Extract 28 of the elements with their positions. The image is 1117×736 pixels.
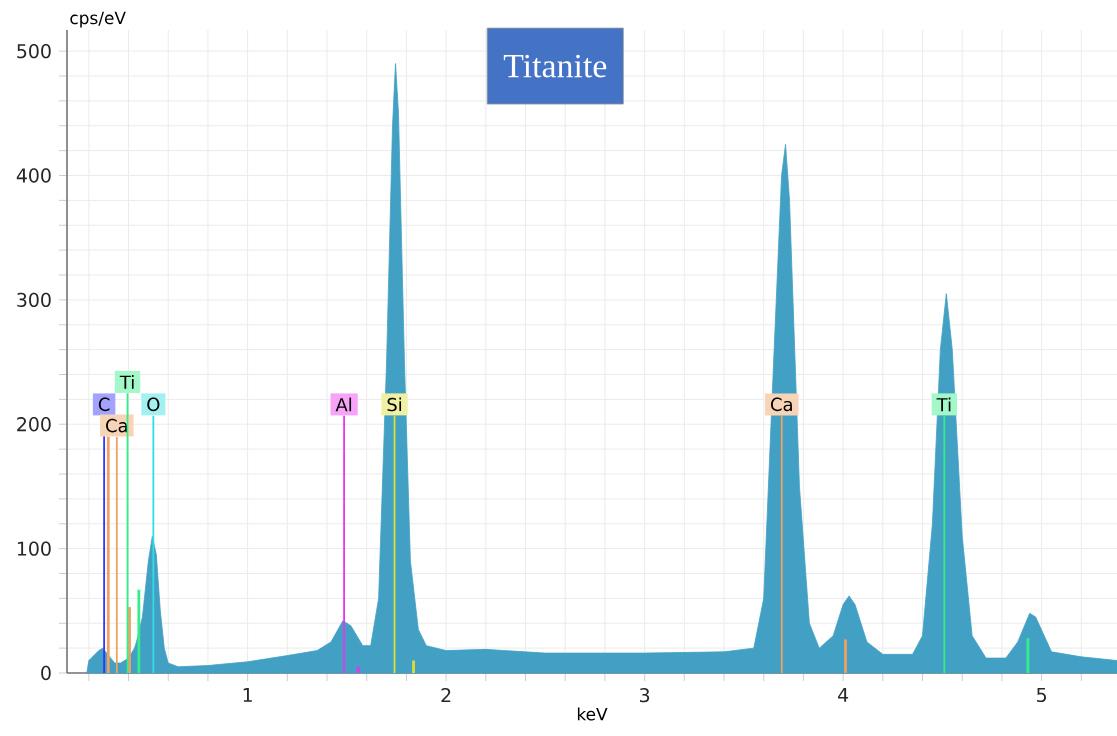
ref-line-label: Si [387,397,402,412]
ref-line-label: Al [335,397,352,412]
ref-line-label: Ca [106,418,127,433]
y-tick-label: 0 [41,665,51,681]
bar [412,660,415,673]
ref-line-label: C [98,397,110,412]
y-tick-label: 500 [17,43,51,59]
x-tick-label: 5 [1037,688,1046,703]
y-tick-label: 200 [17,417,51,432]
x-tick-label: 2 [441,688,451,703]
bar [128,607,131,673]
bar [356,666,360,673]
x-tick-label: 3 [640,688,650,703]
y-axis-title: cps/eV [70,11,126,28]
bar [137,589,141,673]
x-axis-title: keV [577,707,608,721]
y-tick-label: 300 [17,292,51,308]
x-tick-label: 1 [243,688,252,702]
bar [844,639,847,673]
y-tick-label: 400 [16,168,51,183]
bar [106,436,110,673]
y-tick-label: 100 [17,541,51,556]
ref-line-label: Ti [936,397,951,412]
ref-line-label: O [147,397,160,412]
ref-line-label: Ti [119,375,134,389]
ref-line-label: Ca [771,397,792,412]
text: Titanite [503,54,607,78]
x-tick-label: 4 [838,688,849,702]
